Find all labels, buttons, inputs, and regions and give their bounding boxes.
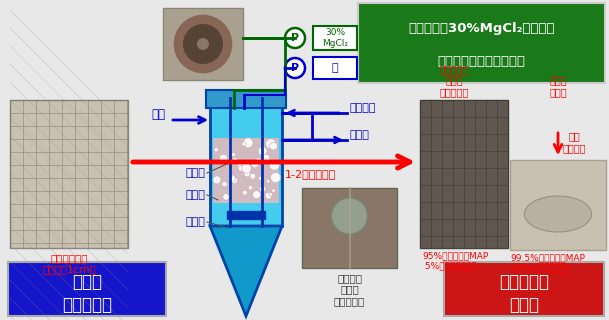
- Circle shape: [231, 153, 236, 156]
- Circle shape: [272, 189, 275, 192]
- Text: 空気: 空気: [151, 108, 165, 121]
- Circle shape: [245, 164, 250, 168]
- Circle shape: [183, 24, 223, 64]
- FancyBboxPatch shape: [302, 188, 397, 268]
- Text: ＭＡＰ付着: ＭＡＰ付着: [499, 273, 549, 291]
- FancyBboxPatch shape: [163, 8, 243, 80]
- Text: ＭＡＰ: ＭＡＰ: [72, 273, 102, 291]
- Text: 送気管: 送気管: [185, 190, 205, 200]
- Circle shape: [259, 186, 266, 192]
- Text: P: P: [291, 63, 299, 73]
- Circle shape: [248, 186, 253, 190]
- Circle shape: [269, 160, 280, 170]
- Circle shape: [285, 28, 305, 48]
- Text: 95%（举量）　MAP
 5%（举量）その他: 95%（举量） MAP 5%（举量）その他: [422, 251, 488, 270]
- Text: 軽くこする
だけで
容易に劑落: 軽くこする だけで 容易に劑落: [439, 64, 469, 97]
- Text: 結晶化物
および
有機固形物: 結晶化物 および 有機固形物: [334, 273, 365, 306]
- FancyBboxPatch shape: [420, 100, 508, 248]
- Circle shape: [266, 180, 270, 183]
- Text: 散気盤: 散気盤: [185, 217, 205, 227]
- Circle shape: [270, 172, 281, 183]
- Circle shape: [242, 142, 246, 146]
- FancyBboxPatch shape: [358, 3, 605, 83]
- FancyBboxPatch shape: [8, 262, 166, 316]
- Circle shape: [251, 160, 259, 168]
- Circle shape: [214, 148, 219, 152]
- Text: リアクター: リアクター: [62, 296, 112, 314]
- Circle shape: [232, 157, 238, 163]
- FancyBboxPatch shape: [210, 98, 282, 226]
- Text: 豚舎汚水: 豚舎汚水: [350, 103, 376, 113]
- Circle shape: [242, 190, 247, 195]
- Circle shape: [222, 181, 227, 187]
- Circle shape: [173, 14, 233, 74]
- Text: 30%
MgCl₂: 30% MgCl₂: [322, 28, 348, 48]
- Circle shape: [213, 176, 221, 184]
- Circle shape: [244, 170, 251, 177]
- Circle shape: [258, 147, 267, 156]
- Circle shape: [242, 164, 252, 173]
- FancyBboxPatch shape: [213, 138, 279, 203]
- FancyBboxPatch shape: [10, 100, 128, 248]
- Circle shape: [243, 138, 253, 148]
- Circle shape: [258, 176, 262, 180]
- Circle shape: [231, 177, 238, 184]
- Ellipse shape: [524, 196, 591, 232]
- Circle shape: [220, 154, 227, 162]
- Circle shape: [223, 194, 229, 200]
- Text: リン除去・回収効率向上: リン除去・回収効率向上: [437, 54, 526, 68]
- Circle shape: [285, 58, 305, 78]
- Circle shape: [331, 198, 367, 234]
- Circle shape: [197, 38, 209, 50]
- Circle shape: [228, 175, 236, 182]
- Text: 举燥
（風举）: 举燥 （風举）: [563, 131, 586, 153]
- Text: 油: 油: [332, 63, 339, 73]
- Text: P: P: [291, 33, 299, 43]
- FancyBboxPatch shape: [227, 211, 265, 219]
- Text: 99.5%（举量）　MAP
0.5%（举量）その他: 99.5%（举量） MAP 0.5%（举量）その他: [510, 253, 585, 272]
- Circle shape: [250, 173, 256, 179]
- Text: 曙気筒: 曙気筒: [185, 168, 205, 178]
- Circle shape: [253, 191, 261, 199]
- Circle shape: [238, 160, 248, 170]
- FancyBboxPatch shape: [444, 262, 604, 316]
- Circle shape: [249, 173, 256, 180]
- Circle shape: [266, 139, 276, 149]
- Circle shape: [238, 165, 244, 172]
- FancyBboxPatch shape: [510, 160, 606, 250]
- Text: 回収法: 回収法: [509, 296, 539, 314]
- Circle shape: [256, 158, 261, 164]
- Circle shape: [261, 154, 270, 163]
- Text: 1-2ヶ月間浸漬: 1-2ヶ月間浸漬: [284, 169, 336, 179]
- Circle shape: [265, 192, 272, 199]
- Text: ニガリ液（30%MgCl₂）添加で: ニガリ液（30%MgCl₂）添加で: [408, 21, 555, 35]
- FancyBboxPatch shape: [313, 57, 357, 79]
- Circle shape: [270, 142, 278, 150]
- FancyBboxPatch shape: [206, 90, 286, 108]
- Text: 処理水: 処理水: [350, 130, 370, 140]
- Circle shape: [269, 193, 273, 196]
- FancyBboxPatch shape: [313, 26, 357, 50]
- Polygon shape: [210, 226, 282, 316]
- Text: ステンレス網
（目開き1cm）: ステンレス網 （目開き1cm）: [42, 253, 96, 275]
- Text: 水道水
で洗浄: 水道水 で洗浄: [549, 76, 567, 97]
